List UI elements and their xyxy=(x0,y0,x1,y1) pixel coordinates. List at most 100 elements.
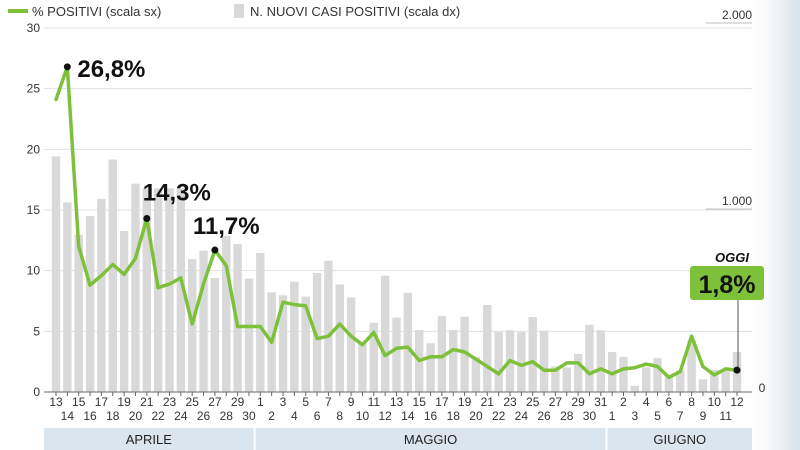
x-tick-label: 31 xyxy=(594,395,608,409)
bar xyxy=(335,284,344,392)
x-tick-label: 1 xyxy=(609,409,616,423)
x-tick-label: 15 xyxy=(413,395,427,409)
x-tick-label: 9 xyxy=(348,395,355,409)
annotations: 26,8% 14,3% 11,7% OGGI 1,8% xyxy=(63,56,764,374)
bar xyxy=(483,304,492,392)
bar xyxy=(85,216,95,392)
bar xyxy=(312,272,322,392)
x-tick-label: 19 xyxy=(117,395,131,409)
x-tick-label: 20 xyxy=(129,409,143,423)
x-tick-label: 12 xyxy=(730,395,744,409)
x-tick-label: 23 xyxy=(163,395,177,409)
x-tick-label: 20 xyxy=(469,409,483,423)
x-tick-label: 15 xyxy=(72,395,86,409)
x-tick-label: 4 xyxy=(291,409,298,423)
bar xyxy=(710,370,719,392)
left-tick-label: 0 xyxy=(33,385,40,399)
x-tick-label: 30 xyxy=(583,409,597,423)
x-tick-label: 9 xyxy=(700,409,707,423)
x-tick-label: 27 xyxy=(549,395,563,409)
bar xyxy=(403,292,413,392)
bar xyxy=(256,253,265,392)
x-tick-label: 21 xyxy=(481,395,495,409)
bar xyxy=(358,343,367,392)
right-tick-label: 1.000 xyxy=(722,194,752,208)
legend-line-label: % POSITIVI (scala sx) xyxy=(32,4,161,19)
annotation-label: 14,3% xyxy=(143,179,211,206)
x-tick-label: 30 xyxy=(242,409,256,423)
callout-dot xyxy=(733,366,741,374)
left-tick-label: 20 xyxy=(27,142,41,156)
annotation-dot xyxy=(211,246,219,254)
x-tick-label: 26 xyxy=(197,409,211,423)
legend-bar-swatch xyxy=(234,4,244,18)
annotation-dot xyxy=(63,63,71,71)
x-tick-label: 5 xyxy=(654,409,661,423)
x-axis: 1314151617181920212223242526272829301234… xyxy=(49,392,744,423)
callout-title: OGGI xyxy=(715,250,749,265)
annotation-label: 26,8% xyxy=(77,56,145,83)
x-tick-label: 27 xyxy=(208,395,222,409)
x-tick-label: 13 xyxy=(49,395,63,409)
x-tick-label: 1 xyxy=(257,395,264,409)
x-tick-label: 19 xyxy=(458,395,472,409)
month-label: APRILE xyxy=(126,432,173,447)
x-tick-label: 7 xyxy=(677,409,684,423)
x-tick-label: 13 xyxy=(390,395,404,409)
x-tick-label: 17 xyxy=(435,395,449,409)
bar xyxy=(392,317,401,392)
month-label: MAGGIO xyxy=(404,432,457,447)
bar xyxy=(437,316,447,392)
annotation-label: 11,7% xyxy=(193,213,260,240)
x-tick-label: 22 xyxy=(151,409,165,423)
bar xyxy=(528,317,537,392)
bar xyxy=(687,339,696,392)
x-tick-label: 17 xyxy=(95,395,109,409)
month-label: GIUGNO xyxy=(653,432,706,447)
x-tick-label: 14 xyxy=(401,409,415,423)
bar xyxy=(346,297,356,392)
bar xyxy=(630,385,640,392)
right-tick-label: 0 xyxy=(759,381,766,395)
x-tick-label: 10 xyxy=(356,409,370,423)
x-tick-label: 10 xyxy=(708,395,722,409)
bar xyxy=(449,330,458,392)
bar xyxy=(494,332,503,392)
bar xyxy=(290,281,299,392)
bar xyxy=(653,358,662,392)
month-band xyxy=(255,428,606,450)
left-tick-label: 15 xyxy=(27,203,41,217)
bar xyxy=(517,332,526,392)
bar xyxy=(380,275,390,392)
bar xyxy=(539,330,549,392)
bar xyxy=(278,295,288,392)
axes: 0 5 10 15 20 25 30 0 1.000 2.000 xyxy=(27,8,766,399)
bar xyxy=(369,322,378,392)
line-series xyxy=(54,65,739,380)
left-tick-label: 5 xyxy=(33,324,40,338)
left-tick-label: 25 xyxy=(27,82,41,96)
bar xyxy=(119,230,129,392)
x-tick-label: 14 xyxy=(61,409,75,423)
left-tick-label: 30 xyxy=(27,21,41,35)
left-tick-label: 10 xyxy=(27,264,41,278)
right-shade xyxy=(750,0,800,450)
x-tick-label: 11 xyxy=(719,409,732,423)
x-tick-label: 8 xyxy=(336,409,343,423)
x-tick-label: 8 xyxy=(688,395,695,409)
x-tick-label: 21 xyxy=(140,395,154,409)
x-tick-label: 6 xyxy=(666,395,673,409)
annotation-dot xyxy=(143,214,151,222)
bar xyxy=(585,324,594,392)
bar xyxy=(698,379,708,392)
bar xyxy=(153,188,163,392)
x-tick-label: 24 xyxy=(174,409,188,423)
legend: % POSITIVI (scala sx) N. NUOVI CASI POSI… xyxy=(8,4,460,19)
bar xyxy=(324,260,333,392)
x-tick-label: 2 xyxy=(620,395,627,409)
x-tick-label: 26 xyxy=(537,409,551,423)
bar xyxy=(551,366,560,392)
bar xyxy=(108,159,117,392)
x-tick-label: 3 xyxy=(280,395,287,409)
